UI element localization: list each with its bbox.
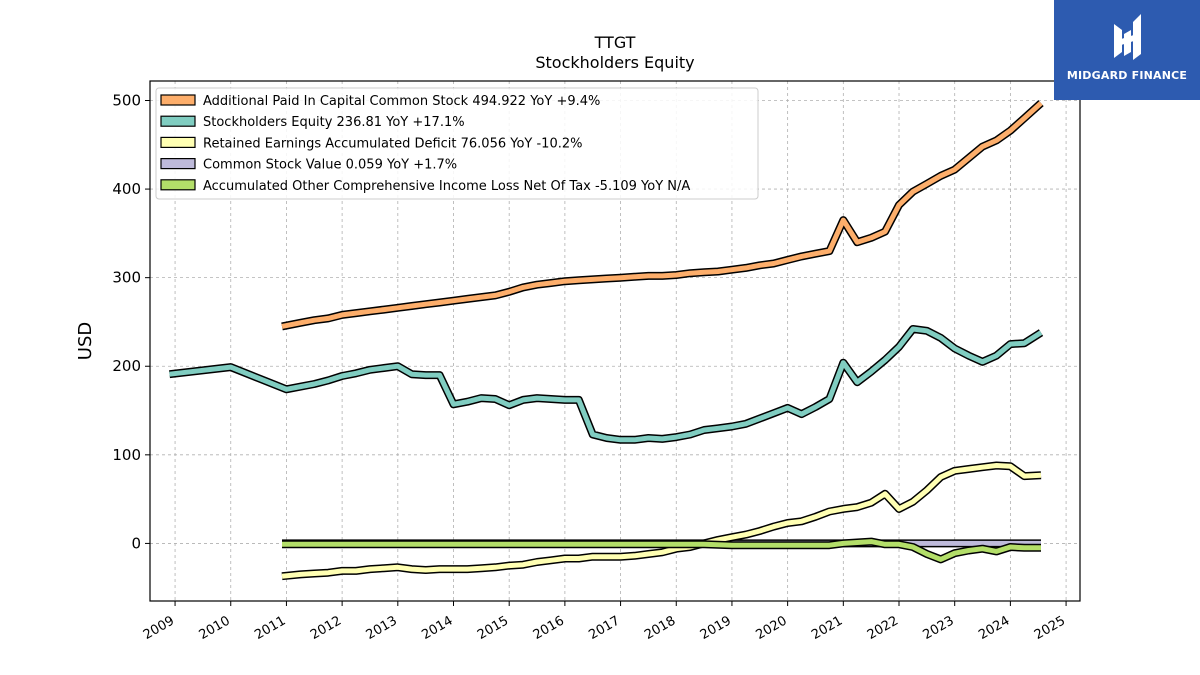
series-line [281, 463, 1042, 579]
legend-label: Additional Paid In Capital Common Stock … [203, 94, 600, 109]
legend-swatch [160, 115, 196, 127]
y-tick-label: 100 [112, 446, 141, 464]
x-tick-label: 2012 [308, 613, 344, 643]
y-tick-label: 200 [112, 357, 141, 375]
legend-label: Retained Earnings Accumulated Deficit 76… [203, 136, 582, 151]
y-tick-label: 400 [112, 180, 141, 198]
legend: Additional Paid In Capital Common Stock … [155, 87, 759, 200]
x-tick-label: 2025 [1032, 613, 1068, 643]
x-tick-label: 2019 [698, 613, 734, 643]
legend-swatch [160, 158, 196, 170]
x-tick-label: 2017 [586, 613, 622, 643]
y-axis: 0 100 200 300 400 500 [112, 91, 150, 552]
logo-text: MIDGARD FINANCE [1066, 69, 1188, 82]
legend-label: Common Stock Value 0.059 YoY +1.7% [203, 158, 457, 173]
x-tick-label: 2023 [921, 613, 957, 643]
x-tick-label: 2022 [865, 613, 901, 643]
legend-box [155, 87, 759, 200]
chart-subtitle: Stockholders Equity [535, 53, 694, 72]
y-axis-label: USD [75, 322, 96, 360]
y-tick-label: 300 [112, 269, 141, 287]
x-tick-label: 2021 [809, 613, 845, 643]
logo-mark-icon [1114, 14, 1141, 60]
x-axis: 2009 2010 2011 2012 2013 2014 2015 2016 2017 2018… [141, 601, 1068, 643]
series-line [281, 101, 1043, 329]
series-line [169, 326, 1043, 443]
series-line-outline [281, 461, 1042, 581]
series-line [282, 539, 1041, 562]
x-tick-label: 2013 [364, 613, 400, 643]
legend-swatch [160, 179, 196, 191]
x-tick-label: 2016 [531, 613, 567, 643]
x-tick-label: 2024 [976, 613, 1012, 643]
series-layer [169, 100, 1044, 581]
y-tick-label: 0 [131, 534, 141, 552]
chart-title: TTGT [594, 33, 636, 52]
x-tick-label: 2011 [252, 613, 288, 643]
x-tick-label: 2015 [475, 613, 511, 643]
y-tick-label: 500 [112, 91, 141, 109]
x-tick-label: 2009 [141, 613, 177, 643]
x-tick-label: 2010 [197, 613, 233, 643]
x-tick-label: 2020 [753, 613, 789, 643]
legend-swatch [160, 94, 196, 106]
midgard-finance-logo: MIDGARD FINANCE [1054, 0, 1200, 100]
plot-frame [149, 80, 1081, 602]
legend-label: Accumulated Other Comprehensive Income L… [203, 179, 690, 194]
x-tick-label: 2014 [419, 613, 455, 643]
x-tick-label: 2018 [642, 613, 678, 643]
legend-label: Stockholders Equity 236.81 YoY +17.1% [203, 115, 465, 130]
legend-swatch [160, 136, 196, 148]
